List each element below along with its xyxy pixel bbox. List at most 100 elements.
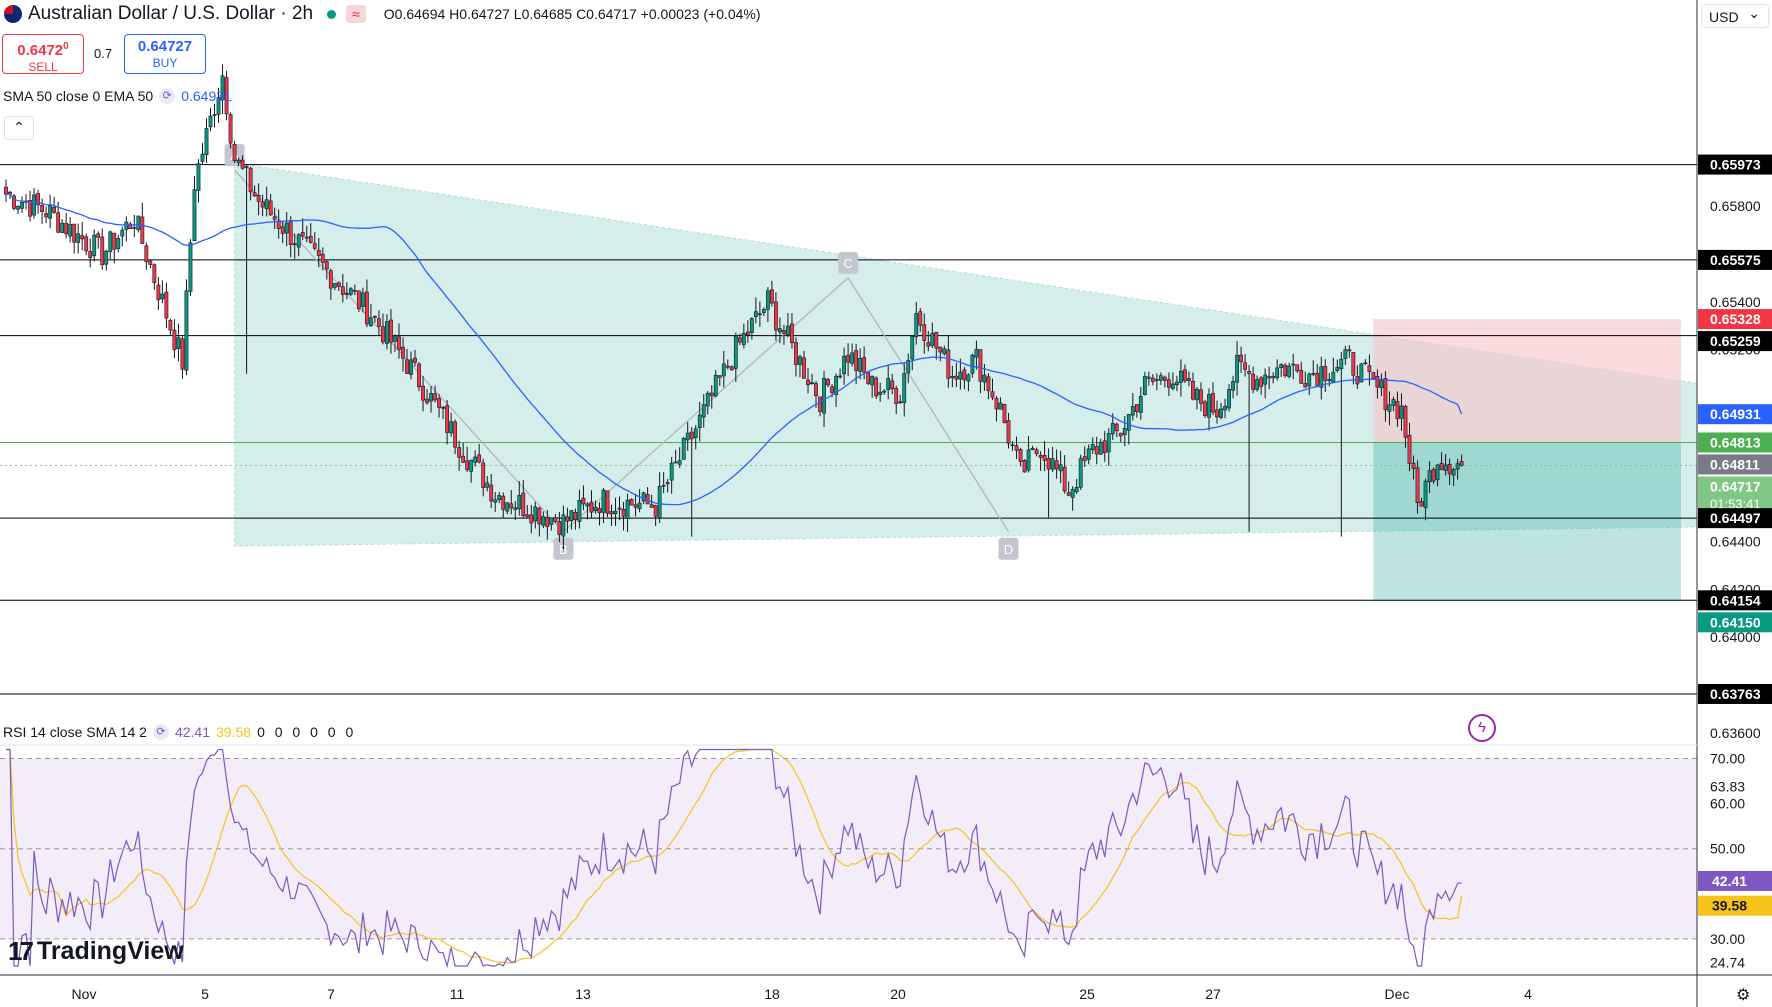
lightning-icon[interactable]: ϟ	[1468, 714, 1496, 742]
candle-body	[962, 369, 967, 381]
candle-body	[1419, 501, 1424, 507]
sell-button[interactable]: 0.64720 SELL	[2, 34, 84, 74]
candle-body	[276, 220, 281, 229]
candle-body	[1219, 408, 1223, 418]
time-tick-label: 4	[1524, 986, 1532, 1002]
candle-body	[685, 432, 690, 441]
candle-body	[124, 221, 129, 230]
candle-body	[1094, 446, 1099, 455]
candle-body	[1034, 449, 1039, 455]
buy-price: 0.64727	[137, 38, 193, 55]
candle-body	[850, 352, 855, 364]
candle-body	[76, 233, 81, 243]
candle-body	[449, 421, 454, 434]
chevron-up-icon[interactable]: ⌃	[4, 116, 34, 140]
candle-body	[1090, 444, 1095, 451]
candle-body	[657, 486, 662, 519]
currency-select[interactable]: USD	[1701, 1, 1769, 28]
time-tick-label: 13	[575, 986, 591, 1002]
candle-body	[741, 333, 746, 345]
candle-body	[1002, 404, 1007, 424]
candle-body	[316, 249, 321, 256]
candle-body	[862, 357, 867, 373]
time-tick-label: 11	[450, 986, 465, 1002]
candle-body	[729, 366, 734, 371]
candle-body	[858, 358, 863, 372]
candle-body	[1162, 376, 1167, 381]
candle-body	[725, 365, 730, 368]
candle-body	[1427, 470, 1432, 482]
candle-body	[1167, 379, 1171, 388]
candle-body	[761, 309, 766, 313]
rsi-tick-label: 63.83	[1710, 778, 1745, 794]
rsi-tick-label: 70.00	[1710, 751, 1745, 767]
candle-body	[513, 507, 518, 510]
candle-body	[689, 431, 694, 440]
candle-body	[958, 371, 963, 380]
candle-body	[1114, 423, 1119, 432]
candle-body	[16, 206, 20, 210]
candle-body	[1191, 381, 1195, 400]
price-label-box	[1698, 683, 1772, 704]
candle-body	[1451, 469, 1456, 476]
candle-body	[1046, 458, 1051, 470]
candle-body	[1315, 372, 1320, 386]
refresh-icon[interactable]: ⟳	[159, 88, 176, 104]
candle-body	[585, 503, 590, 507]
candle-body	[1395, 401, 1400, 420]
candle-body	[697, 414, 702, 429]
candle-body	[705, 392, 710, 407]
candle-body	[120, 229, 125, 237]
candle-body	[377, 318, 381, 327]
market-badge[interactable]: ≈	[346, 5, 366, 23]
price-label-text: 0.64154	[1710, 592, 1761, 608]
candle-body	[360, 292, 365, 307]
symbol-title[interactable]: Australian Dollar / U.S. Dollar · 2h	[28, 3, 314, 24]
candle-body	[389, 319, 393, 343]
tradingview-logo[interactable]: 17 TradingView	[8, 936, 184, 967]
candle-body	[1331, 371, 1336, 383]
refresh-icon[interactable]: ⟳	[152, 724, 169, 740]
candle-body	[1323, 365, 1328, 381]
candle-body	[918, 311, 923, 326]
candle-body	[132, 227, 137, 229]
candle-body	[168, 320, 173, 331]
rsi-label-text: 39.58	[1712, 898, 1747, 914]
time-tick-label: 18	[764, 986, 780, 1002]
candle-body	[364, 291, 369, 325]
candle-body	[1371, 372, 1376, 379]
candle-body	[537, 507, 542, 525]
candle-body	[413, 357, 417, 363]
candle-body	[192, 189, 197, 242]
spread-value: 0.7	[94, 46, 113, 61]
candle-body	[561, 514, 566, 537]
sma-legend-value: 0.64931	[181, 88, 232, 104]
candle-body	[401, 346, 405, 359]
candle-body	[545, 517, 550, 527]
sma-legend[interactable]: SMA 50 close 0 EMA 50 ⟳ 0.64931	[3, 88, 232, 104]
price-label-text: 0.64931	[1710, 406, 1761, 422]
candle-body	[786, 325, 790, 335]
candle-body	[1263, 374, 1268, 385]
rsi-tick-label: 50.00	[1710, 841, 1745, 857]
position-risk-zone	[1373, 319, 1681, 443]
candle-body	[713, 374, 718, 397]
candle-body	[1415, 467, 1420, 504]
candle-body	[838, 375, 842, 378]
candle-body	[172, 329, 177, 351]
candle-body	[557, 521, 562, 535]
candle-body	[144, 245, 149, 262]
candle-body	[136, 215, 141, 231]
candle-body	[1018, 449, 1023, 462]
candle-body	[208, 115, 213, 128]
time-tick-label: Nov	[72, 986, 97, 1002]
rsi-legend[interactable]: RSI 14 close SMA 14 2 ⟳ 42.41 39.58 0 0 …	[3, 724, 356, 740]
candle-body	[1403, 406, 1408, 438]
buy-button[interactable]: 0.64727 BUY	[124, 34, 206, 74]
candle-body	[304, 236, 309, 239]
gear-icon[interactable]: ⚙	[1736, 987, 1751, 1004]
candle-body	[573, 511, 578, 520]
time-tick-label: 5	[201, 986, 209, 1002]
candle-body	[112, 232, 117, 250]
